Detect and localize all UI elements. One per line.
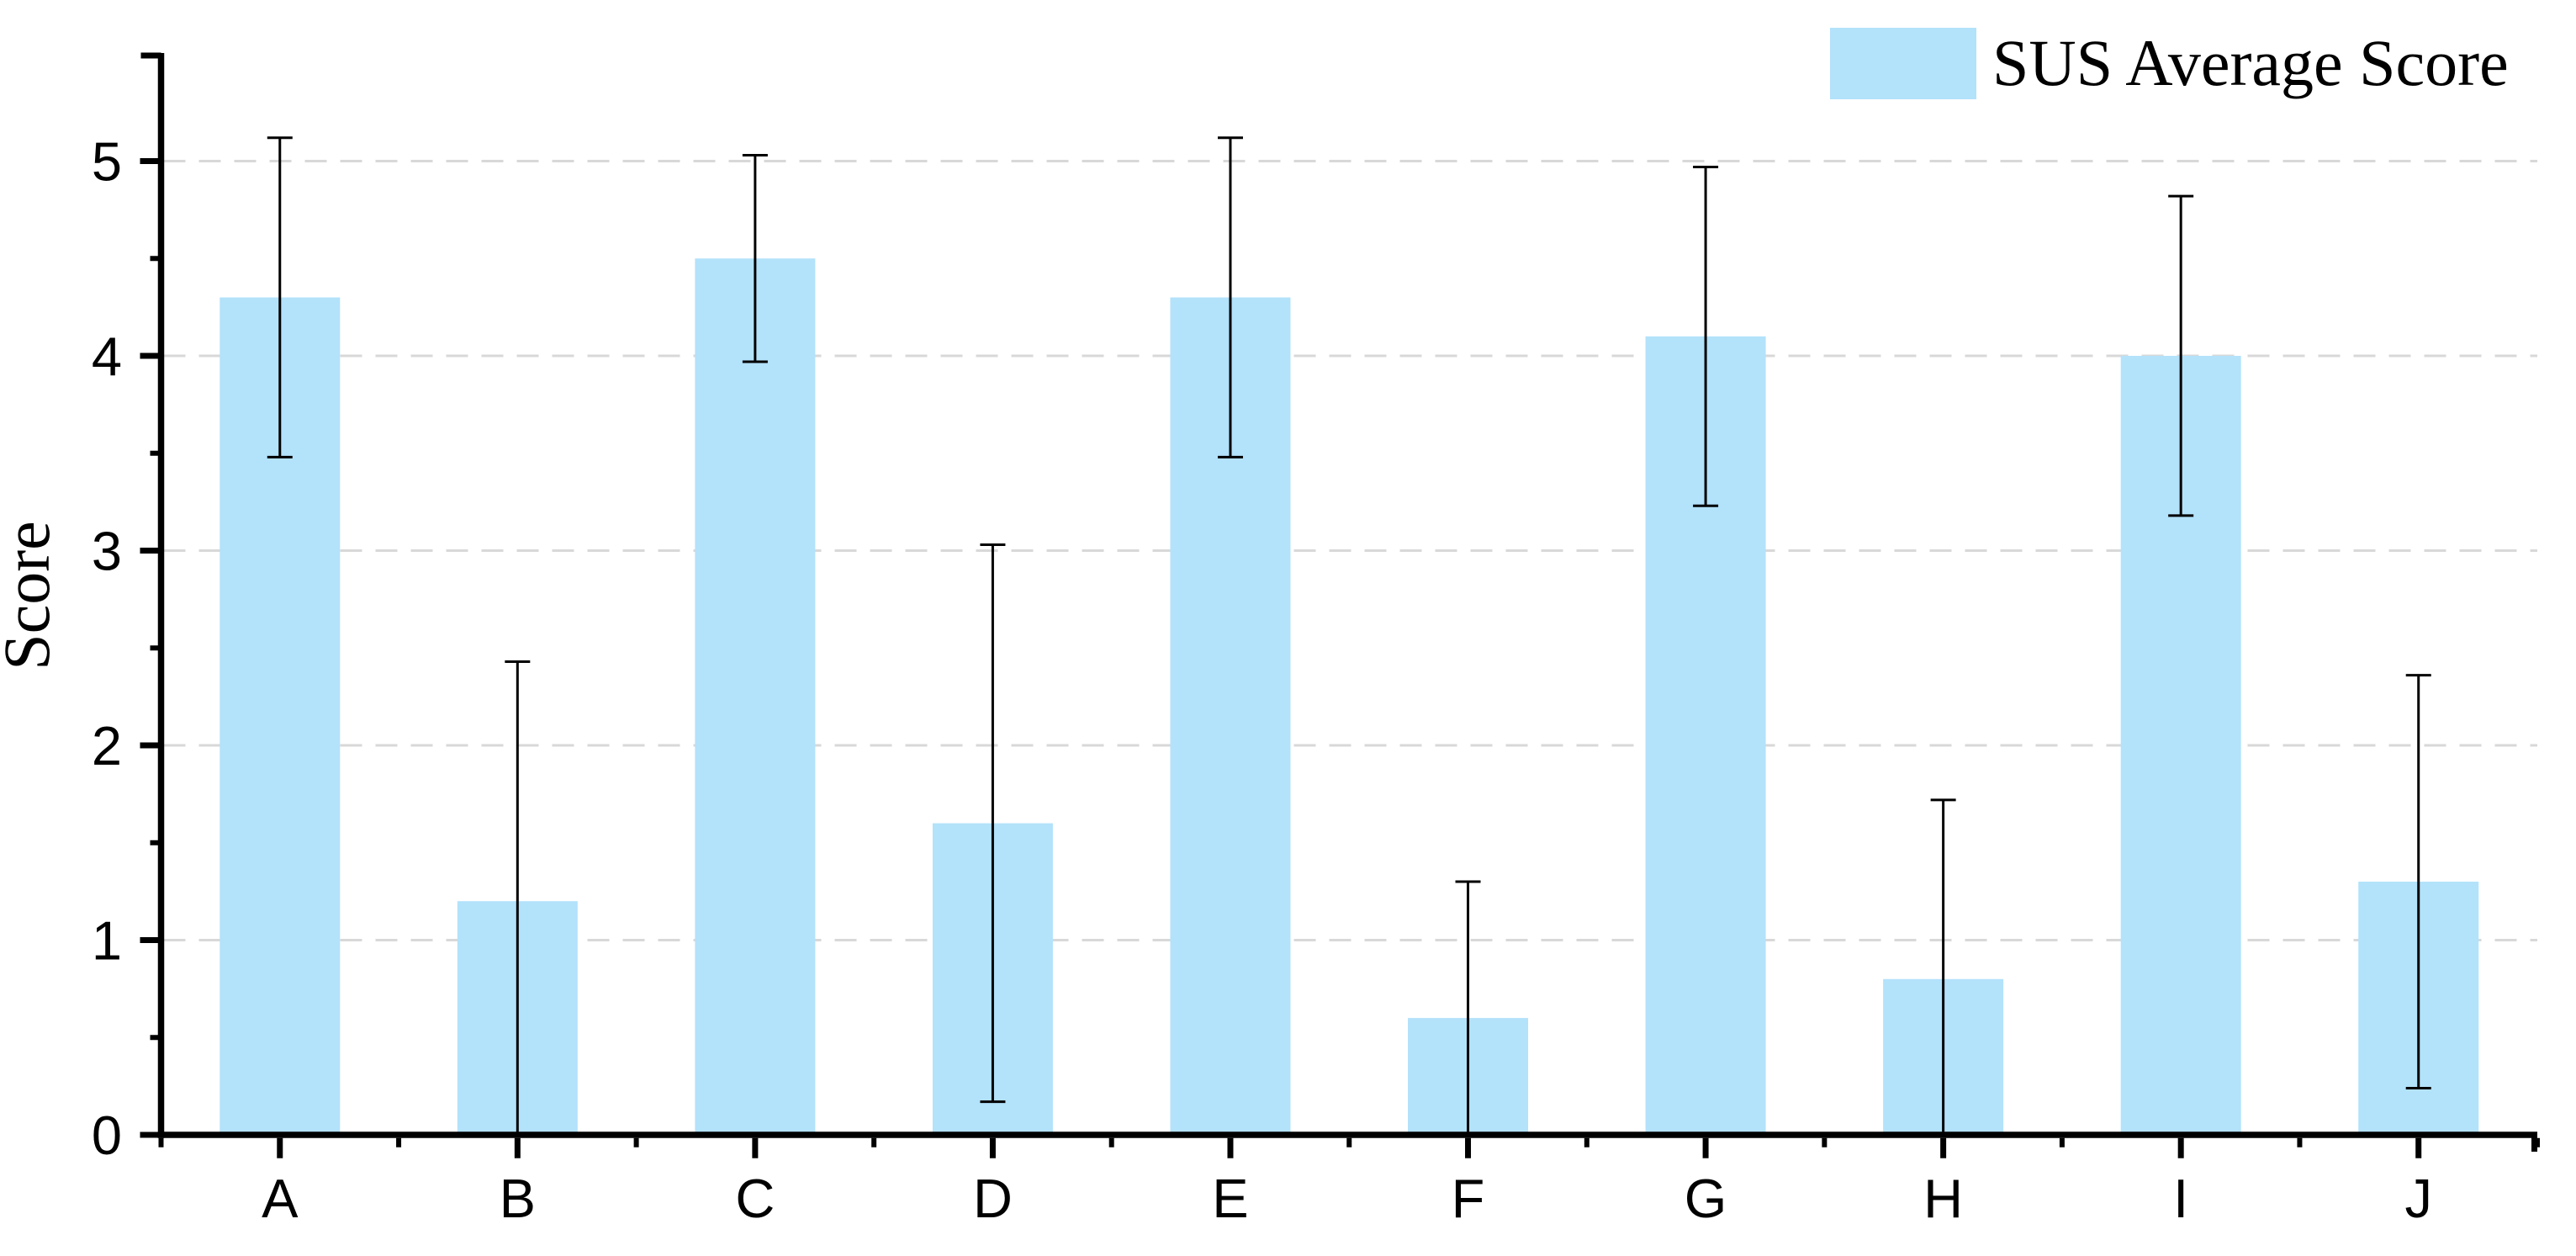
axes-layer	[140, 52, 2540, 1158]
y-tick-label-1: 1	[92, 910, 122, 972]
x-category-label-A: A	[262, 1168, 299, 1229]
axis-labels-layer: 0 1 2 3 4 5 A B C D E F G H I J	[92, 131, 2432, 1230]
error-bar-B	[505, 660, 531, 1135]
error-bar-C	[742, 154, 768, 363]
x-category-label-B: B	[500, 1168, 536, 1229]
x-category-label-I: I	[2173, 1168, 2188, 1229]
error-bar-I	[2168, 194, 2194, 517]
error-bars-layer	[267, 136, 2431, 1135]
error-bar-F	[1455, 880, 1481, 1135]
y-tick-label-3: 3	[92, 521, 122, 582]
bars-layer	[220, 258, 2479, 1136]
y-tick-label-5: 5	[92, 131, 122, 193]
x-category-label-G: G	[1685, 1168, 1727, 1229]
x-category-label-D: D	[973, 1168, 1013, 1229]
error-bar-D	[980, 543, 1006, 1104]
y-tick-label-2: 2	[92, 715, 122, 776]
x-category-label-C: C	[735, 1168, 775, 1229]
x-category-label-E: E	[1212, 1168, 1248, 1229]
x-category-label-J: J	[2404, 1168, 2432, 1229]
bar-C	[695, 258, 816, 1135]
error-bar-G	[1693, 165, 1719, 507]
y-tick-label-4: 4	[92, 326, 122, 387]
x-category-label-H: H	[1923, 1168, 1963, 1229]
error-bar-E	[1217, 136, 1243, 458]
legend-swatch	[1830, 28, 1976, 99]
y-axis-title: Score	[0, 521, 63, 670]
error-bar-H	[1930, 798, 1956, 1135]
y-tick-label-0: 0	[92, 1105, 122, 1166]
legend-label: SUS Average Score	[1992, 26, 2509, 99]
legend: SUS Average Score	[1830, 26, 2509, 99]
error-bar-J	[2405, 674, 2431, 1089]
error-bar-A	[267, 136, 293, 458]
x-category-label-F: F	[1452, 1168, 1485, 1229]
